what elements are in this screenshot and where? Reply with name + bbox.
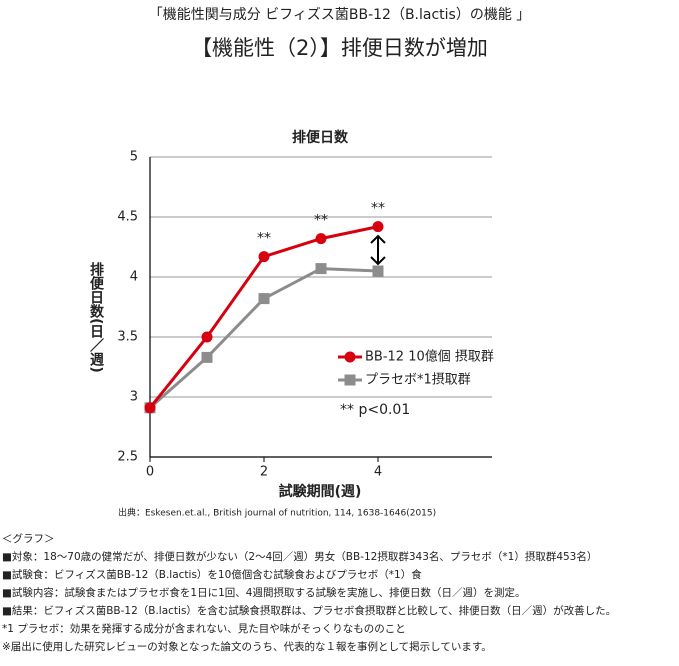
significance-mark: ** bbox=[314, 213, 328, 229]
note-line: ※届出に使用した研究レビューの対象となった論文のうち、代表的な１報を事例として掲… bbox=[2, 641, 492, 653]
legend-label: BB-12 10億個 摂取群 bbox=[365, 349, 494, 365]
point bbox=[144, 402, 156, 414]
significance-mark: ** bbox=[371, 201, 385, 217]
legend-marker bbox=[344, 374, 356, 386]
note-line: ■結果：ビフィズス菌BB-12（B.lactis）を含む試験食摂取群は、プラセボ… bbox=[2, 605, 617, 617]
y-tick-label: 2.5 bbox=[117, 450, 138, 465]
point bbox=[315, 263, 327, 275]
point bbox=[258, 293, 270, 305]
subtitle: 「機能性関与成分 ビフィズス菌BB-12（B.lactis）の機能 」 bbox=[148, 7, 531, 23]
x-tick-label: 2 bbox=[260, 465, 268, 480]
series-line bbox=[149, 267, 379, 409]
point bbox=[258, 251, 270, 263]
notes: ＜グラフ＞ ■対象：18〜70歳の健常だが、排便日数が少ない（2〜4回／週）男女（… bbox=[2, 530, 674, 656]
chart-title: 排便日数 bbox=[292, 129, 349, 146]
point bbox=[201, 351, 213, 363]
note-line: *1 プラセボ：効果を発揮する成分が含まれない、見た目や味がそっくりなもののこと bbox=[2, 623, 406, 635]
x-tick-label: 0 bbox=[146, 465, 154, 480]
note-line: ＜グラフ＞ bbox=[2, 533, 55, 545]
legend-label: プラセボ*1摂取群 bbox=[365, 372, 471, 388]
x-axis-label: 試験期間(週) bbox=[279, 483, 362, 500]
y-axis-label: 排便日数(日／週) bbox=[88, 262, 104, 373]
y-tick-label: 3.5 bbox=[117, 330, 138, 345]
note-line: ■試験内容：試験食またはプラセボ食を1日に1回、4週間摂取する試験を実施し、排便… bbox=[2, 587, 526, 599]
point bbox=[201, 331, 213, 343]
y-tick-label: 5 bbox=[130, 150, 138, 165]
note-line: ■試験食：ビフィズス菌BB-12（B.lactis）を10億個含む試験食およびプ… bbox=[2, 569, 422, 581]
source: 出典：Eskesen.et.al., British journal of nu… bbox=[118, 507, 436, 519]
note-line: ■対象：18〜70歳の健常だが、排便日数が少ない（2〜4回／週）男女（BB-12… bbox=[2, 551, 598, 563]
point bbox=[372, 221, 384, 233]
x-tick-label: 4 bbox=[374, 465, 382, 480]
point bbox=[315, 233, 327, 245]
p-note: ** p<0.01 bbox=[340, 402, 410, 418]
difference-arrow bbox=[370, 234, 386, 266]
legend-marker bbox=[344, 351, 356, 363]
title: 【機能性（2）】排便日数が増加 bbox=[191, 36, 488, 60]
point bbox=[372, 265, 384, 277]
y-tick-label: 4.5 bbox=[117, 210, 138, 225]
y-tick-label: 4 bbox=[130, 270, 138, 285]
y-tick-label: 3 bbox=[130, 390, 138, 405]
chart: 排便日数 試験期間(週) 出典：Eskesen.et.al., British … bbox=[117, 129, 494, 519]
significance-mark: ** bbox=[257, 231, 271, 247]
